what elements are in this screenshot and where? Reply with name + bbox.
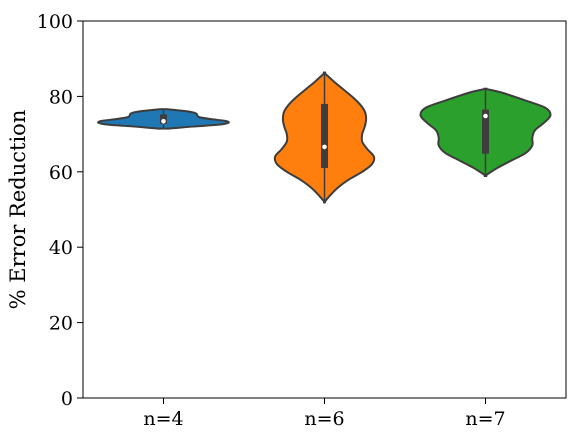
x-axis-ticks: n=4 n=6 n=7 (143, 398, 506, 430)
x-tick-label: n=6 (304, 408, 344, 430)
violin-median-point (322, 144, 327, 150)
violin-iqr-box (321, 103, 328, 169)
violin-n6 (273, 71, 376, 204)
y-tick-label: 80 (49, 86, 73, 108)
y-axis-label: % Error Reduction (6, 110, 30, 310)
violin-median-point (161, 118, 166, 124)
violin-median-point (483, 113, 488, 119)
y-tick-label: 20 (49, 313, 73, 335)
y-tick-label: 100 (37, 11, 73, 33)
violin-n7 (419, 87, 552, 178)
violin-iqr-box (482, 109, 489, 154)
violin-n4 (97, 108, 230, 130)
x-tick-label: n=7 (465, 408, 505, 430)
y-tick-label: 60 (49, 162, 73, 184)
y-axis-ticks: 0 20 40 60 80 100 (37, 11, 83, 410)
y-tick-label: 0 (61, 388, 73, 410)
y-tick-label: 40 (49, 237, 73, 259)
violins-layer (97, 71, 552, 204)
x-tick-label: n=4 (143, 408, 183, 430)
